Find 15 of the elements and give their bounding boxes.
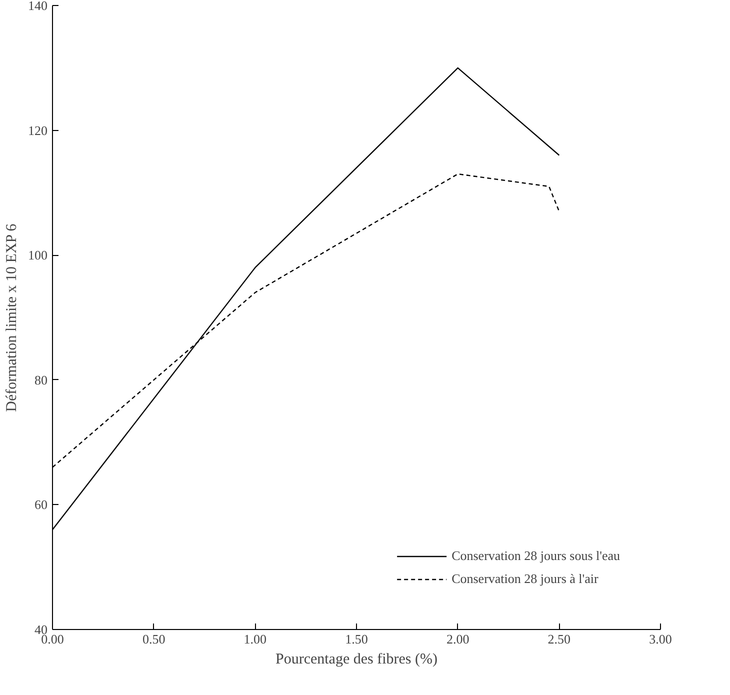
x-tick-label: 1.00: [244, 632, 267, 646]
y-tick-label: 140: [28, 0, 48, 13]
y-tick-label: 100: [28, 248, 48, 263]
y-tick-label: 60: [34, 497, 48, 512]
legend-label: Conservation 28 jours sous l'eau: [452, 548, 620, 564]
x-tick-label: 3.00: [649, 632, 672, 646]
x-tick-label: 0.50: [142, 632, 166, 646]
x-tick-label: 2.50: [548, 632, 571, 646]
y-tick-label: 80: [34, 372, 48, 388]
x-tick-label: 2.00: [446, 632, 470, 646]
legend-label: Conservation 28 jours à l'air: [452, 571, 598, 587]
y-tick-label: 120: [28, 122, 48, 138]
x-axis-title: Pourcentage des fibres (%): [275, 652, 438, 668]
y-axis-title: Déformation limite x 10 EXP 6: [4, 223, 20, 412]
x-tick-label: 1.50: [345, 632, 368, 646]
